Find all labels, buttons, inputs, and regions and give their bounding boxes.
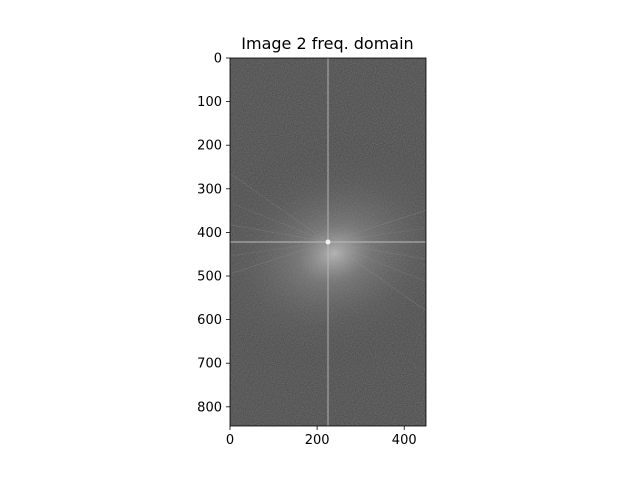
- plot-frame: [229, 57, 427, 427]
- y-tick-label: 300: [197, 182, 222, 197]
- x-tick-label: 200: [305, 433, 330, 448]
- x-tick-label: 0: [226, 433, 234, 448]
- x-tick-label: 400: [392, 433, 417, 448]
- y-tick-label: 600: [197, 313, 222, 328]
- y-tick-label: 500: [197, 270, 222, 285]
- spectrum-center-glow: [230, 94, 426, 413]
- y-tick-label: 800: [197, 400, 222, 415]
- y-tick-label: 700: [197, 357, 222, 372]
- y-tick-label: 0: [214, 52, 222, 67]
- x-axis: 0 200 400: [226, 426, 417, 448]
- y-tick-label: 200: [197, 139, 222, 154]
- spectrum-dc-peak: [325, 239, 331, 245]
- y-tick-label: 100: [197, 95, 222, 110]
- y-axis: 0 100 200 300 400 500 600 700 800: [197, 52, 230, 415]
- y-tick-label: 400: [197, 226, 222, 241]
- chart-title: Image 2 freq. domain: [241, 34, 413, 53]
- plot-area: [230, 58, 426, 426]
